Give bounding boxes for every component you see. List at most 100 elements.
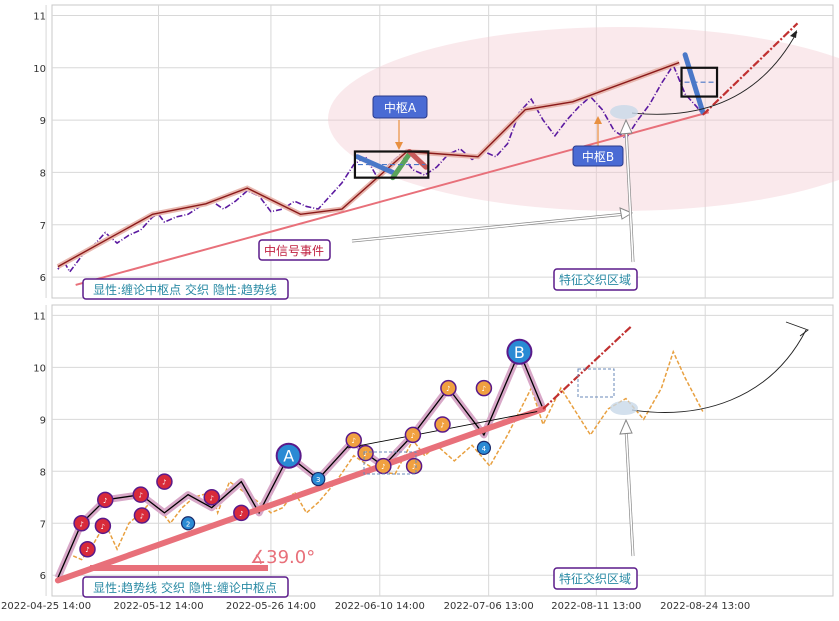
zhongshu-box-1 xyxy=(680,66,719,98)
bottom-ytick-label: 11 xyxy=(33,311,46,322)
curve-bot xyxy=(631,329,807,413)
bottom-annotations: ∡39.0° 特征交织区域 显性:趋势线 交织 隐性:缠论中枢点 xyxy=(82,321,809,598)
up-marker xyxy=(440,379,457,397)
top-ytick-label: 6 xyxy=(40,273,46,284)
curve-top xyxy=(631,31,798,115)
up-marker-glyph: ♪ xyxy=(446,385,450,393)
top-series-zs-stroke xyxy=(390,151,412,181)
curve-bot-cap xyxy=(785,321,809,337)
up-marker-glyph: ♪ xyxy=(103,497,107,505)
up-marker-glyph: ♪ xyxy=(411,432,415,440)
top-series-support-line xyxy=(75,111,710,286)
up-marker xyxy=(434,416,451,433)
x-axis: 2022-04-25 14:00 2022-05-12 14:00 2022-05-… xyxy=(1,601,750,612)
zone-arrow-top-head xyxy=(619,118,633,135)
bottom-y-axis: 6 7 8 9 10 11 xyxy=(33,311,46,582)
down-marker-glyph: 2 xyxy=(186,520,190,528)
top-series-trend-brown xyxy=(57,61,680,268)
top-series-projection xyxy=(702,22,799,116)
zone-label-bot-box xyxy=(553,567,638,590)
down-marker-glyph: 3 xyxy=(316,476,320,484)
top-ytick-label: 9 xyxy=(40,116,46,127)
top-plot-area xyxy=(51,4,834,299)
up-marker-glyph: ♪ xyxy=(101,523,105,531)
xtick-label: 2022-08-11 13:00 xyxy=(551,601,641,612)
top-series-price-dashdot xyxy=(57,63,704,274)
bottom-ytick-label: 9 xyxy=(40,415,46,426)
zone-arrow-bot-inner xyxy=(625,427,634,557)
up-marker-glyph: ♪ xyxy=(139,492,143,500)
up-marker xyxy=(357,444,374,462)
zs-box-bottom-2 xyxy=(577,368,615,398)
bottom-series-support-thick xyxy=(54,405,547,584)
legend-bot-box xyxy=(82,576,289,598)
pivot-A xyxy=(275,442,302,469)
xtick-label: 2022-05-12 14:00 xyxy=(113,601,203,612)
top-ytick-label: 11 xyxy=(33,11,46,22)
xtick-label: 2022-06-10 14:00 xyxy=(335,601,425,612)
zone-arrow-top-inner xyxy=(625,127,634,263)
xtick-label: 2022-05-26 14:00 xyxy=(226,601,316,612)
up-marker xyxy=(97,491,114,509)
curve-top-head xyxy=(790,30,797,38)
up-marker xyxy=(203,489,220,506)
zone-label-bot: 特征交织区域 xyxy=(559,571,631,586)
up-marker xyxy=(345,431,362,449)
top-panel: 中枢A 中枢B 中信号事件 特征交织区域 显性: xyxy=(33,4,839,300)
legend-top-box xyxy=(82,278,289,300)
up-marker xyxy=(156,473,173,490)
label-zsA: 中枢A xyxy=(384,100,417,115)
label-box-zsB xyxy=(572,145,624,167)
zs-box-bottom-1 xyxy=(363,451,417,475)
zone-label-top-box xyxy=(553,268,638,291)
xtick-label: 2022-08-24 13:00 xyxy=(660,601,750,612)
signal-arrow-inner xyxy=(351,213,627,242)
up-marker-glyph: ♪ xyxy=(440,422,444,430)
bottom-ytick-label: 8 xyxy=(40,467,46,478)
top-y-axis: 6 7 8 9 10 11 xyxy=(33,11,46,284)
arrow-zsA-head xyxy=(395,142,403,150)
arrow-zsB-head xyxy=(594,116,602,124)
up-marker-glyph: ♪ xyxy=(85,546,89,554)
bottom-markers-layer: ♪ ♪ ♪ ♪ ♪ ♪ ♪ ♪ ♪ ♪ ♪ ♪ ♪ ♪ ♪ ♪ ♪ 2 3 4 A B xyxy=(73,338,533,558)
pivot-label-A: A xyxy=(283,447,294,466)
up-marker xyxy=(94,517,112,535)
down-marker xyxy=(476,440,492,456)
legend-bot: 显性:趋势线 交织 隐性:缠论中枢点 xyxy=(93,580,277,595)
label-zsB: 中枢B xyxy=(582,149,614,164)
bottom-panel: ♪ ♪ ♪ ♪ ♪ ♪ ♪ ♪ ♪ ♪ ♪ ♪ ♪ ♪ ♪ ♪ ♪ 2 3 4 A B ∡39.0° 特征交织区域 显性:… xyxy=(1,304,834,612)
down-marker-glyph: 4 xyxy=(482,445,487,453)
up-marker-glyph: ♪ xyxy=(482,385,486,393)
up-marker xyxy=(133,507,151,524)
up-marker-glyph: ♪ xyxy=(352,437,356,445)
up-marker-glyph: ♪ xyxy=(79,520,83,528)
down-marker xyxy=(311,471,326,487)
bottom-grid xyxy=(45,305,833,596)
xtick-label: 2022-04-25 14:00 xyxy=(1,601,91,612)
top-ytick-label: 7 xyxy=(40,221,46,232)
xtick-label: 2022-07-06 13:00 xyxy=(444,601,534,612)
down-marker xyxy=(180,516,196,531)
top-series-zs-stroke xyxy=(682,52,706,115)
signal-label-box xyxy=(258,239,331,261)
bottom-ytick-label: 7 xyxy=(40,519,46,530)
zone-label-top: 特征交织区域 xyxy=(559,272,631,287)
up-marker-glyph: ♪ xyxy=(140,512,144,520)
up-marker xyxy=(79,540,96,558)
up-marker xyxy=(73,515,90,532)
up-marker-glyph: ♪ xyxy=(239,510,243,518)
signal-label: 中信号事件 xyxy=(264,243,324,258)
up-marker-glyph: ♪ xyxy=(363,450,367,458)
up-marker xyxy=(475,379,493,397)
bottom-ytick-label: 10 xyxy=(33,363,46,374)
zone-dot-bot xyxy=(610,401,638,415)
up-marker-glyph: ♪ xyxy=(381,463,385,471)
top-ytick-label: 10 xyxy=(33,64,46,75)
top-ytick-label: 8 xyxy=(40,168,46,179)
bottom-series-projection xyxy=(542,324,633,410)
up-marker-glyph: ♪ xyxy=(412,463,416,471)
pivot-label-B: B xyxy=(514,343,525,362)
top-annotations: 中枢A 中枢B 中信号事件 特征交织区域 显性: xyxy=(82,30,798,300)
